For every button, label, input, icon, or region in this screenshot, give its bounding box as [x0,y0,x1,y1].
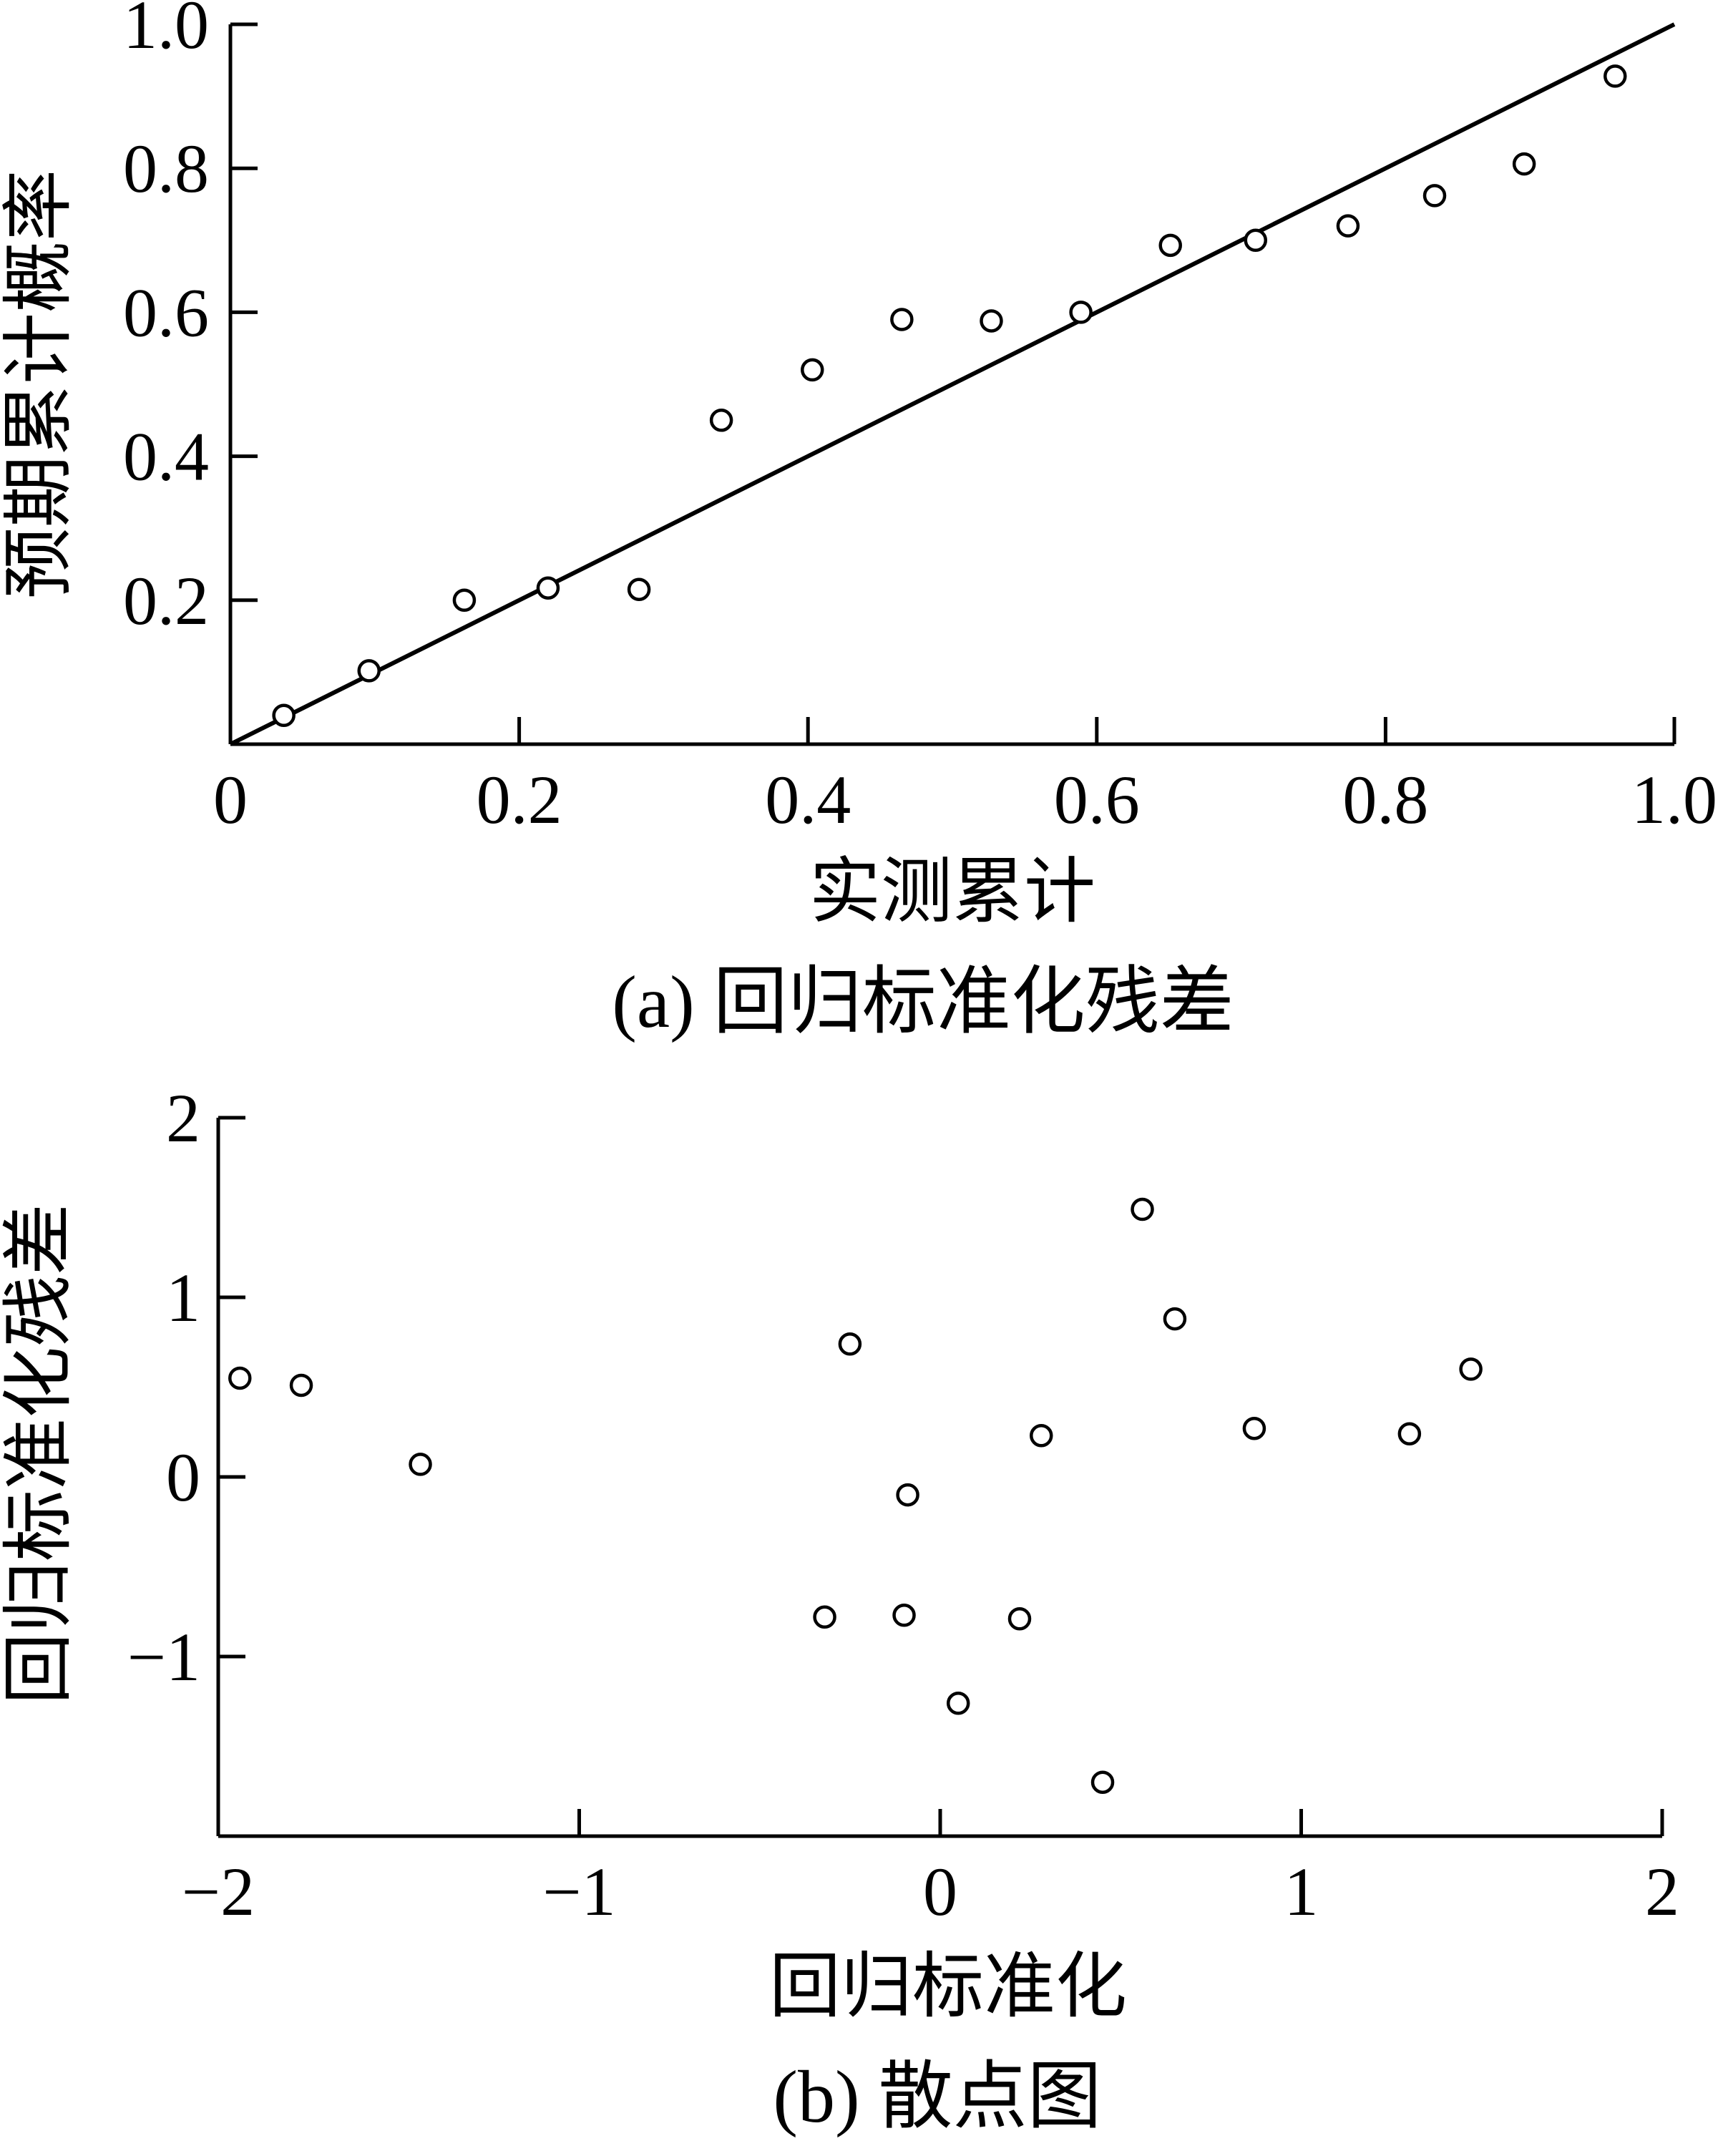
pp-plot-ticks [230,22,1676,744]
pp-plot-data-point [272,703,296,728]
pp-plot-x-tick-label: 0.8 [1342,761,1428,838]
scatter-x-tick-label: −1 [542,1853,615,1930]
pp-plot-data-point [1604,64,1627,88]
scatter-data-point [289,1373,313,1398]
pp-plot-x-tick-label: 0.6 [1054,761,1140,838]
pp-plot-data-point [357,659,381,683]
pp-plot-caption: (a) 回归标准化残差 [612,961,1234,1043]
pp-plot-y-tick-label: 1.0 [123,0,209,63]
pp-plot-x-tick-label: 0.2 [477,761,562,838]
pp-plot-data-point [801,358,824,382]
scatter-x-axis-title: 回归标准化 [769,1947,1127,2026]
pp-plot-y-tick-label: 0.6 [123,274,209,351]
pp-plot-tick-labels: 0 0.2 0.4 0.6 0.8 1.0 0.2 0.4 0.6 0.8 1.0 [123,0,1717,838]
scatter-data-point [1030,1424,1053,1448]
scatter-data-point [896,1483,919,1507]
pp-plot-y-tick-label: 0.8 [123,130,209,207]
scatter-ticks [218,1116,1664,1836]
residual-scatter-panel: −2 −1 0 1 2 −1 0 1 2 回归标准化 回归标准化残差 (b) 散点图 [0,1080,1679,2138]
scatter-data-point [946,1692,970,1715]
pp-plot-y-tick-label: 0.2 [123,562,209,639]
scatter-data-point [1459,1357,1483,1381]
pp-plot-data-point [1069,301,1093,324]
scatter-points [228,1197,1483,1794]
pp-plot-data-point [536,576,560,600]
pp-plot-data-point [980,309,1003,333]
scatter-y-tick-label: 0 [166,1439,200,1516]
pp-plot-data-point [709,409,733,432]
scatter-data-point [1397,1422,1422,1446]
pp-plot-y-tick-label: 0.4 [123,419,209,495]
scatter-data-point [1163,1307,1187,1331]
pp-plot-data-point [627,577,651,601]
scatter-y-axis-title: 回归标准化残差 [0,1204,79,1704]
scatter-x-tick-label: −2 [182,1853,255,1930]
scatter-y-tick-label: 1 [166,1259,200,1336]
pp-plot-data-point [1512,152,1536,176]
scatter-data-point [1131,1197,1154,1221]
pp-plot-reference-line [229,22,1676,746]
scatter-x-tick-label: 2 [1645,1853,1679,1930]
scatter-data-point [1090,1770,1115,1794]
pp-plot-points [272,64,1627,728]
scatter-data-point [409,1453,432,1476]
pp-plot-x-tick-label: 0.4 [765,761,851,838]
pp-plot-x-axis-title: 实测累计 [809,852,1095,932]
scatter-caption: (b) 散点图 [773,2056,1101,2138]
pp-plot-data-point [890,308,914,331]
pp-plot-panel: 0 0.2 0.4 0.6 0.8 1.0 0.2 0.4 0.6 0.8 1.0 实测累计 预期累… [0,0,1717,1043]
pp-plot-data-point [1244,228,1268,253]
scatter-data-point [813,1605,836,1629]
scatter-x-tick-label: 0 [923,1853,957,1930]
scatter-data-point [1242,1416,1266,1440]
scatter-x-tick-label: 1 [1284,1853,1319,1930]
pp-plot-data-point [1336,214,1360,238]
scatter-y-tick-label: 2 [166,1080,200,1156]
scatter-data-point [892,1604,916,1627]
scatter-data-point [838,1332,862,1356]
pp-plot-y-axis-title: 预期累计概率 [0,170,79,599]
pp-plot-data-point [1158,233,1182,258]
scatter-data-point [1007,1607,1032,1631]
pp-plot-data-point [452,588,477,613]
scatter-data-point [228,1366,252,1390]
scatter-tick-labels: −2 −1 0 1 2 −1 0 1 2 [127,1080,1679,1930]
pp-plot-data-point [1422,184,1447,208]
pp-plot-x-tick-label: 0 [213,761,248,838]
scatter-y-tick-label: −1 [127,1619,200,1695]
pp-plot-x-tick-label: 1.0 [1631,761,1717,838]
